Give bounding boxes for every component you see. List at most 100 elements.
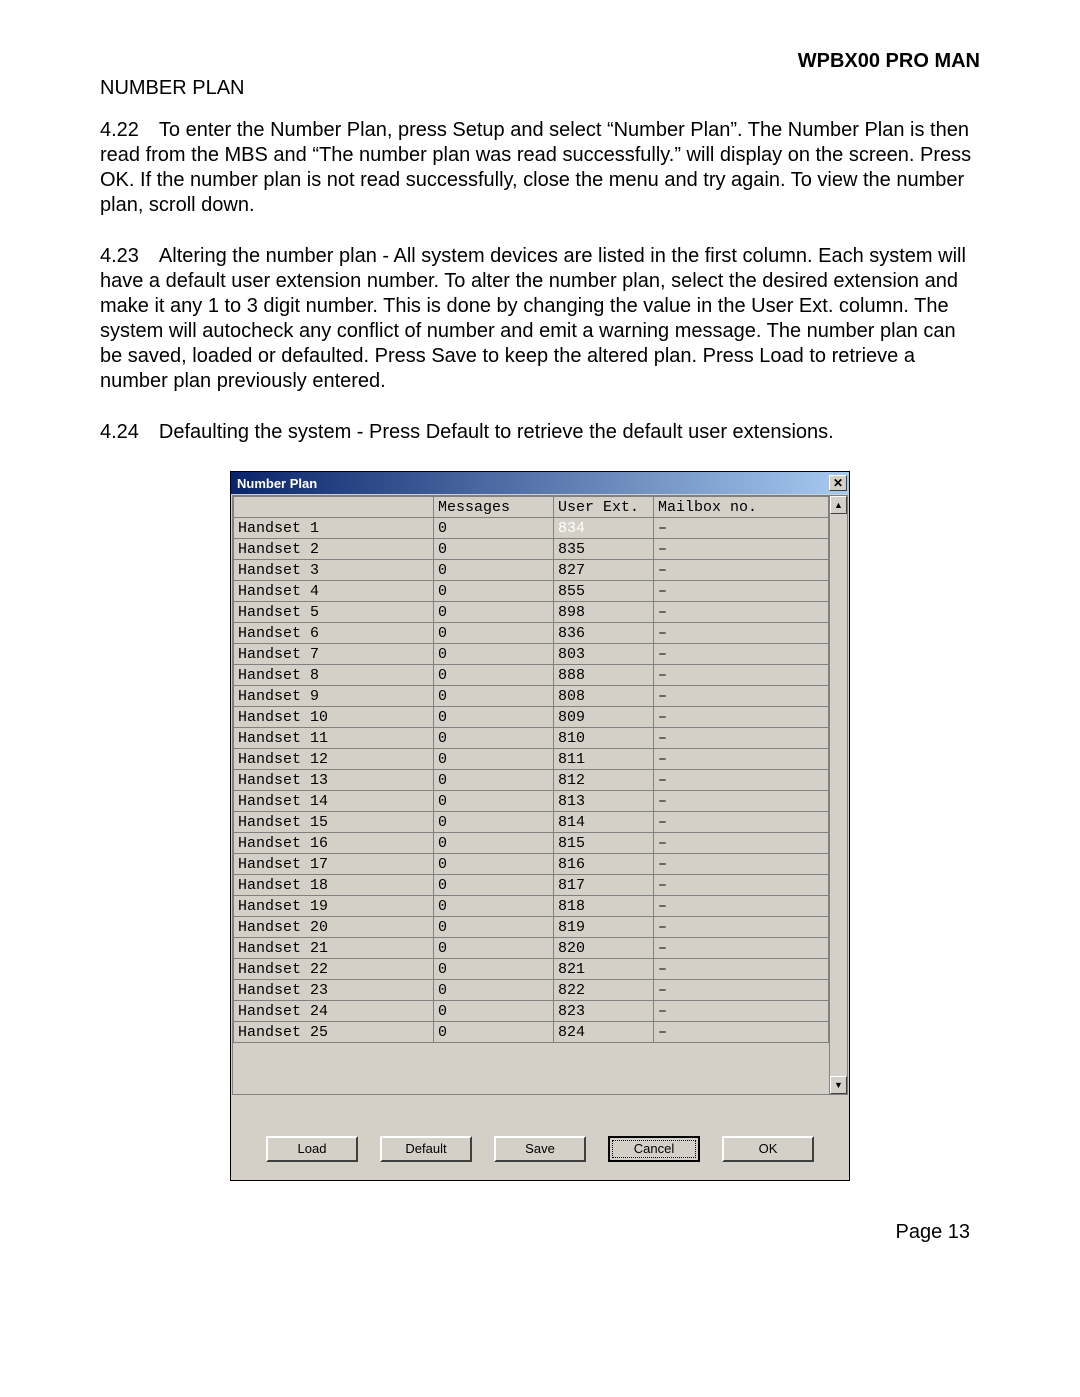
table-row[interactable]: Handset 200819– (234, 917, 829, 938)
table-row[interactable]: Handset 70803– (234, 644, 829, 665)
table-cell[interactable]: – (654, 896, 829, 917)
close-button[interactable]: ✕ (829, 475, 847, 491)
table-row[interactable]: Handset 170816– (234, 854, 829, 875)
cancel-button[interactable]: Cancel (608, 1136, 700, 1162)
table-row[interactable]: Handset 190818– (234, 896, 829, 917)
table-cell[interactable]: – (654, 812, 829, 833)
table-row[interactable]: Handset 10834– (234, 518, 829, 539)
save-button[interactable]: Save (494, 1136, 586, 1162)
table-cell[interactable]: 0 (434, 749, 554, 770)
table-cell[interactable]: Handset 5 (234, 602, 434, 623)
table-cell[interactable]: 0 (434, 791, 554, 812)
table-cell[interactable]: 0 (434, 707, 554, 728)
table-row[interactable]: Handset 80888– (234, 665, 829, 686)
table-row[interactable]: Handset 60836– (234, 623, 829, 644)
table-cell[interactable]: Handset 1 (234, 518, 434, 539)
table-cell[interactable]: – (654, 665, 829, 686)
table-cell[interactable]: – (654, 1022, 829, 1043)
table-cell[interactable]: 823 (554, 1001, 654, 1022)
table-cell[interactable]: 0 (434, 1022, 554, 1043)
table-row[interactable]: Handset 180817– (234, 875, 829, 896)
table-cell[interactable]: – (654, 581, 829, 602)
table-cell[interactable]: – (654, 686, 829, 707)
table-cell[interactable]: 0 (434, 875, 554, 896)
table-cell[interactable]: 0 (434, 938, 554, 959)
table-cell[interactable]: Handset 4 (234, 581, 434, 602)
table-cell[interactable]: 0 (434, 518, 554, 539)
table-row[interactable]: Handset 20835– (234, 539, 829, 560)
table-cell[interactable]: 819 (554, 917, 654, 938)
table-cell[interactable]: 809 (554, 707, 654, 728)
table-cell[interactable]: – (654, 1001, 829, 1022)
table-cell[interactable]: 824 (554, 1022, 654, 1043)
table-cell[interactable]: 827 (554, 560, 654, 581)
table-cell[interactable]: 822 (554, 980, 654, 1001)
table-cell[interactable]: 811 (554, 749, 654, 770)
table-cell[interactable]: 0 (434, 896, 554, 917)
table-cell[interactable]: 0 (434, 1001, 554, 1022)
table-cell[interactable]: – (654, 539, 829, 560)
table-cell[interactable]: – (654, 959, 829, 980)
table-cell[interactable]: 0 (434, 686, 554, 707)
table-cell[interactable]: – (654, 938, 829, 959)
table-cell[interactable]: Handset 13 (234, 770, 434, 791)
table-row[interactable]: Handset 40855– (234, 581, 829, 602)
table-cell[interactable]: 0 (434, 917, 554, 938)
table-cell[interactable]: 888 (554, 665, 654, 686)
table-cell[interactable]: 0 (434, 980, 554, 1001)
table-cell[interactable]: – (654, 791, 829, 812)
table-cell[interactable]: Handset 2 (234, 539, 434, 560)
table-cell[interactable]: 813 (554, 791, 654, 812)
table-row[interactable]: Handset 90808– (234, 686, 829, 707)
table-cell[interactable]: Handset 18 (234, 875, 434, 896)
table-cell[interactable]: Handset 22 (234, 959, 434, 980)
table-cell[interactable]: 803 (554, 644, 654, 665)
ok-button[interactable]: OK (722, 1136, 814, 1162)
table-cell[interactable]: 835 (554, 539, 654, 560)
table-row[interactable]: Handset 250824– (234, 1022, 829, 1043)
table-row[interactable]: Handset 140813– (234, 791, 829, 812)
table-cell[interactable]: 836 (554, 623, 654, 644)
table-cell[interactable]: – (654, 602, 829, 623)
table-cell[interactable]: 808 (554, 686, 654, 707)
table-cell[interactable]: 817 (554, 875, 654, 896)
table-cell[interactable]: – (654, 833, 829, 854)
table-cell[interactable]: 818 (554, 896, 654, 917)
table-row[interactable]: Handset 110810– (234, 728, 829, 749)
table-cell[interactable]: Handset 17 (234, 854, 434, 875)
table-cell[interactable]: 0 (434, 665, 554, 686)
table-row[interactable]: Handset 150814– (234, 812, 829, 833)
table-row[interactable]: Handset 120811– (234, 749, 829, 770)
table-cell[interactable]: 0 (434, 728, 554, 749)
scroll-up-button[interactable]: ▲ (830, 496, 847, 514)
table-cell[interactable]: Handset 12 (234, 749, 434, 770)
table-cell[interactable]: 834 (554, 518, 654, 539)
table-cell[interactable]: 0 (434, 959, 554, 980)
table-cell[interactable]: 812 (554, 770, 654, 791)
table-cell[interactable]: Handset 10 (234, 707, 434, 728)
table-cell[interactable]: – (654, 560, 829, 581)
table-cell[interactable]: – (654, 854, 829, 875)
table-cell[interactable]: Handset 21 (234, 938, 434, 959)
table-cell[interactable]: 0 (434, 602, 554, 623)
table-cell[interactable]: – (654, 917, 829, 938)
table-cell[interactable]: Handset 9 (234, 686, 434, 707)
vertical-scrollbar[interactable]: ▲ ▼ (829, 496, 847, 1094)
number-plan-table[interactable]: Messages User Ext. Mailbox no. Handset 1… (233, 496, 829, 1043)
table-cell[interactable]: – (654, 644, 829, 665)
table-cell[interactable]: 855 (554, 581, 654, 602)
table-cell[interactable]: – (654, 728, 829, 749)
table-cell[interactable]: – (654, 875, 829, 896)
table-cell[interactable]: Handset 25 (234, 1022, 434, 1043)
table-cell[interactable]: Handset 16 (234, 833, 434, 854)
table-cell[interactable]: 0 (434, 560, 554, 581)
table-cell[interactable]: 820 (554, 938, 654, 959)
table-cell[interactable]: Handset 23 (234, 980, 434, 1001)
table-row[interactable]: Handset 30827– (234, 560, 829, 581)
table-row[interactable]: Handset 50898– (234, 602, 829, 623)
table-cell[interactable]: 0 (434, 623, 554, 644)
table-cell[interactable]: – (654, 770, 829, 791)
table-cell[interactable]: Handset 11 (234, 728, 434, 749)
default-button[interactable]: Default (380, 1136, 472, 1162)
table-cell[interactable]: Handset 24 (234, 1001, 434, 1022)
